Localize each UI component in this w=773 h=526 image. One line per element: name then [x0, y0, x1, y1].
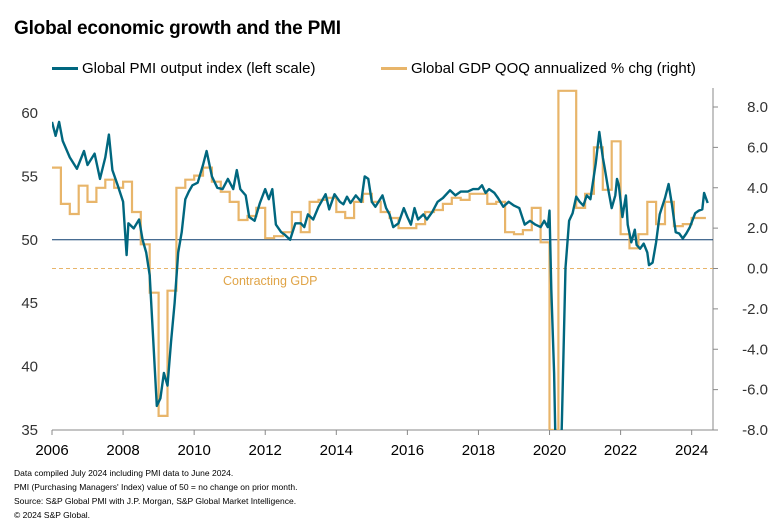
y-right-tick-label: 2.0	[747, 220, 768, 237]
legend-swatch-pmi	[52, 67, 78, 70]
x-tick-label: 2008	[106, 442, 139, 459]
gdp-series-line	[52, 89, 706, 430]
y-right-tick-label: 6.0	[747, 139, 768, 156]
contracting-gdp-label: Contracting GDP	[223, 274, 317, 288]
x-tick-label: 2014	[320, 442, 353, 459]
y-left-tick-label: 50	[21, 232, 38, 249]
legend-swatch-gdp	[381, 67, 407, 70]
y-left-tick-label: 55	[21, 168, 38, 185]
y-right-tick-label: -2.0	[742, 301, 768, 318]
x-tick-label: 2022	[604, 442, 637, 459]
x-tick-label: 2012	[249, 442, 282, 459]
legend-label-pmi: Global PMI output index (left scale)	[82, 60, 316, 77]
x-tick-label: 2010	[177, 442, 210, 459]
footnote-2: PMI (Purchasing Managers' Index) value o…	[14, 482, 298, 492]
y-left-tick-label: 60	[21, 105, 38, 122]
chart-title: Global economic growth and the PMI	[14, 18, 341, 39]
y-right-tick-label: -8.0	[742, 422, 768, 439]
pmi-series-line	[52, 120, 709, 430]
x-tick-label: 2020	[533, 442, 566, 459]
footnote-4: © 2024 S&P Global.	[14, 510, 91, 520]
y-right-tick-label: 8.0	[747, 99, 768, 116]
y-right-tick-label: 0.0	[747, 261, 768, 278]
legend-item-gdp: Global GDP QOQ annualized % chg (right)	[381, 60, 696, 77]
y-right-tick-label: 4.0	[747, 180, 768, 197]
chart-area: 60 55 50 45 40 35 8.0 6.0 4.0 2.0 0.0 -2.0 -4.0 -6.0 -…	[21, 88, 768, 459]
y-left-tick-label: 40	[21, 359, 38, 376]
legend-item-pmi: Global PMI output index (left scale)	[52, 60, 315, 77]
axes: 60 55 50 45 40 35 8.0 6.0 4.0 2.0 0.0 -2.0 -4.0 -6.0 -…	[21, 88, 768, 459]
y-right-tick-label: -4.0	[742, 341, 768, 358]
x-tick-label: 2024	[675, 442, 708, 459]
y-left-tick-label: 35	[21, 422, 38, 439]
legend: Global PMI output index (left scale) Glo…	[0, 60, 773, 82]
y-left-tick-label: 45	[21, 295, 38, 312]
x-tick-label: 2018	[462, 442, 495, 459]
y-right-tick-label: -6.0	[742, 382, 768, 399]
series-lines	[52, 89, 709, 430]
footnote-1: Data compiled July 2024 including PMI da…	[14, 468, 234, 478]
footnote-3: Source: S&P Global PMI with J.P. Morgan,…	[14, 496, 297, 506]
legend-label-gdp: Global GDP QOQ annualized % chg (right)	[411, 60, 696, 77]
x-tick-label: 2016	[391, 442, 424, 459]
x-tick-label: 2006	[35, 442, 68, 459]
